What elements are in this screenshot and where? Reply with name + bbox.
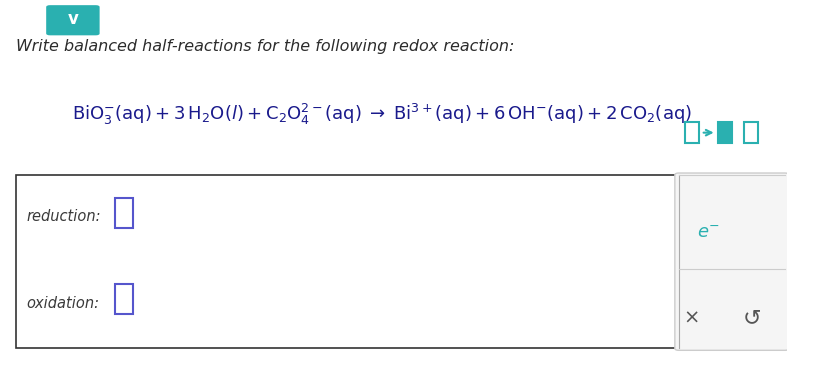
Text: $\mathrm{BiO_3^{-}(aq)+3\,H_2O(\mathit{l})+C_2O_4^{2-}(aq)\;\rightarrow\;Bi^{3+}: $\mathrm{BiO_3^{-}(aq)+3\,H_2O(\mathit{l… xyxy=(72,102,692,127)
FancyBboxPatch shape xyxy=(744,122,758,143)
Text: ×: × xyxy=(683,309,700,328)
FancyBboxPatch shape xyxy=(675,173,789,350)
FancyBboxPatch shape xyxy=(16,175,680,348)
FancyBboxPatch shape xyxy=(685,122,699,143)
FancyBboxPatch shape xyxy=(116,198,133,228)
Text: $e^{-}$: $e^{-}$ xyxy=(697,224,720,242)
Text: v: v xyxy=(68,11,78,28)
Text: Write balanced half-reactions for the following redox reaction:: Write balanced half-reactions for the fo… xyxy=(16,39,514,54)
Text: ↺: ↺ xyxy=(743,308,762,328)
Text: reduction:: reduction: xyxy=(26,209,101,224)
FancyBboxPatch shape xyxy=(116,284,133,315)
FancyBboxPatch shape xyxy=(718,122,732,143)
Text: oxidation:: oxidation: xyxy=(26,296,100,311)
FancyBboxPatch shape xyxy=(46,5,100,35)
